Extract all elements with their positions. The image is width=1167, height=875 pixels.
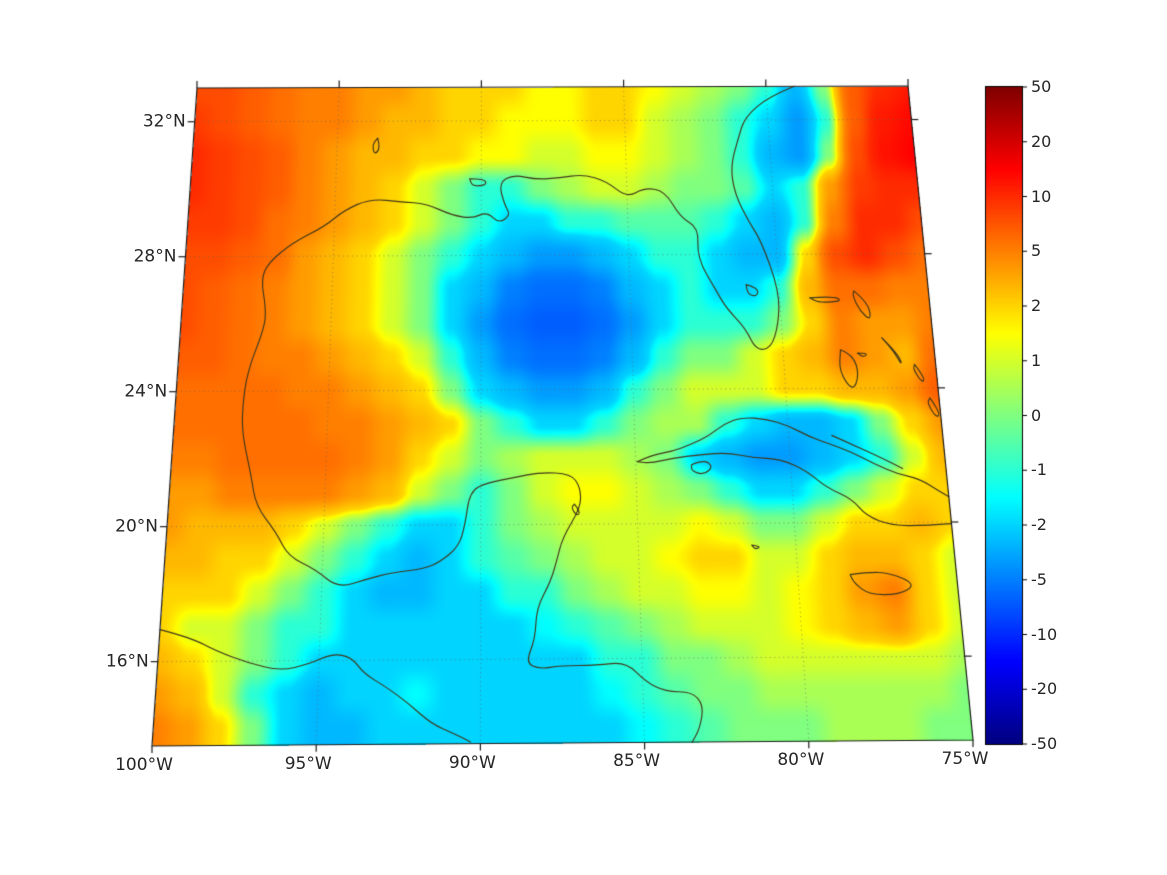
colorbar-tick-label: 0 [1031, 405, 1042, 425]
x-axis-label: 100°W [115, 755, 173, 775]
colorbar-tick-label: 1 [1031, 350, 1042, 370]
colorbar-tick-label: 2 [1031, 296, 1042, 315]
y-axis-label: 32°N [142, 111, 186, 132]
colorbar-tick-label: -1 [1031, 460, 1047, 480]
x-axis-label: 85°W [613, 751, 661, 772]
x-axis-label: 75°W [941, 749, 989, 769]
colorbar-tick-label: 5 [1031, 241, 1042, 261]
y-axis-label: 20°N [115, 516, 158, 537]
y-axis-label: 28°N [133, 246, 177, 267]
colorbar-tick-label: -2 [1031, 515, 1047, 534]
x-axis-label: 90°W [448, 752, 496, 773]
y-axis-label: 24°N [124, 381, 168, 402]
colorbar-tick-label: -10 [1031, 624, 1058, 644]
x-axis-label: 80°W [777, 750, 825, 771]
colorbar-tick-label: 20 [1031, 131, 1052, 151]
y-axis-label: 16°N [105, 651, 149, 672]
colorbar-tick-label: -50 [1031, 734, 1058, 753]
colorbar-tick-label: 50 [1031, 77, 1052, 96]
colorbar-tick-label: -20 [1031, 679, 1058, 699]
colorbar-tick-label: -5 [1031, 569, 1047, 589]
x-axis-label: 95°W [284, 753, 332, 774]
colorbar-tick-label: 10 [1031, 186, 1052, 206]
